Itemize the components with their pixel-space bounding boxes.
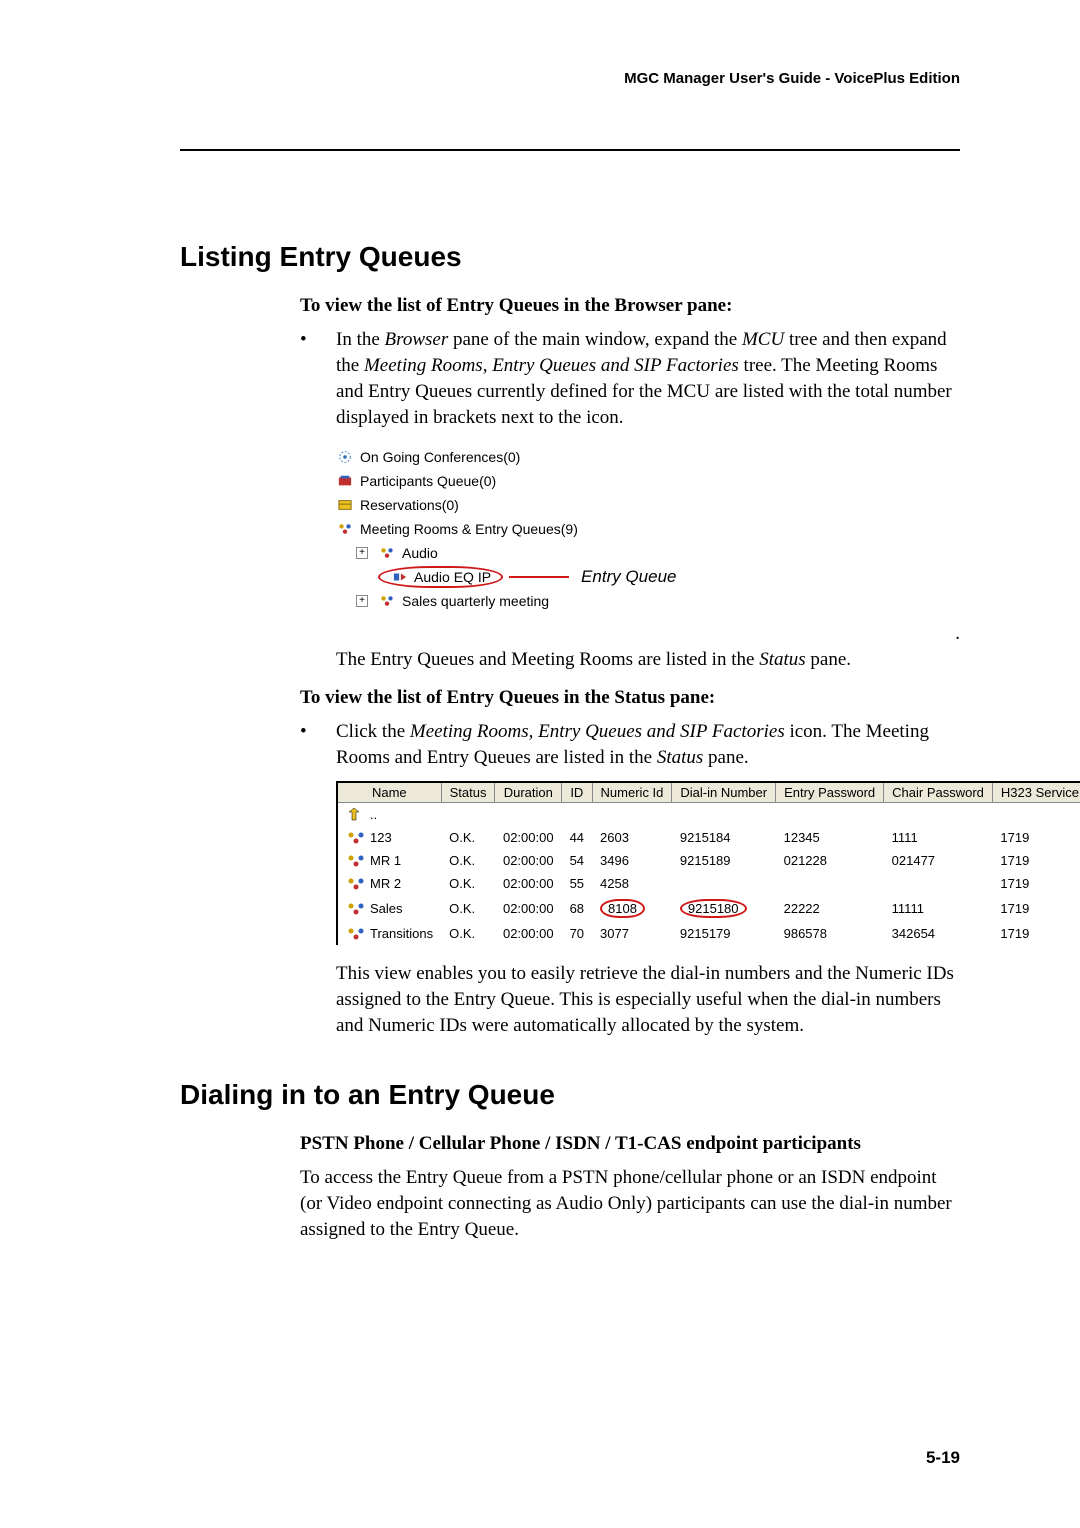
participants-icon [336,473,354,489]
tree-item[interactable]: Sales quarterly meeting [402,593,549,609]
para-after-table: This view enables you to easily retrieve… [336,961,960,1039]
reservations-icon [336,497,354,513]
table-header[interactable]: ID [562,782,592,803]
table-header[interactable]: Name [337,782,441,803]
entry-queue-label: Entry Queue [581,567,676,587]
audio-icon [378,545,396,561]
sub2: To view the list of Entry Queues in the … [300,687,960,709]
tree-item[interactable]: Participants Queue(0) [360,473,496,489]
table-header[interactable]: Status [441,782,495,803]
entry-queue-node[interactable]: Audio EQ IP [378,566,503,588]
table-row[interactable]: TransitionsO.K.02:00:0070307792151799865… [337,922,1080,945]
table-header[interactable]: Numeric Id [592,782,672,803]
header-rule [180,149,960,151]
status-table: NameStatusDurationIDNumeric IdDial-in Nu… [336,781,960,945]
conf-icon [336,449,354,465]
meeting-rooms-icon [336,521,354,537]
expand-icon[interactable]: + [356,595,368,607]
table-header[interactable]: Duration [495,782,562,803]
section2-body: To access the Entry Queue from a PSTN ph… [300,1165,960,1243]
after-tree-text: . The Entry Queues and Meeting Rooms are… [336,621,960,673]
section2-title: Dialing in to an Entry Queue [180,1079,960,1111]
tree-item[interactable]: On Going Conferences(0) [360,449,520,465]
bullet2-text: Click the Meeting Rooms, Entry Queues an… [336,719,960,771]
tree-item[interactable]: Meeting Rooms & Entry Queues(9) [360,521,578,537]
table-row[interactable]: MR 1O.K.02:00:00543496921518902122802147… [337,849,1080,872]
table-header[interactable]: Entry Password [776,782,884,803]
tree-view: On Going Conferences(0) Participants Que… [336,445,960,613]
expand-icon[interactable]: + [356,547,368,559]
callout-line [509,576,569,578]
section2-sub: PSTN Phone / Cellular Phone / ISDN / T1-… [300,1133,960,1155]
section1-title: Listing Entry Queues [180,241,960,273]
sub1: To view the list of Entry Queues in the … [300,295,960,317]
table-header[interactable]: Dial-in Number [672,782,776,803]
table-row[interactable]: 123O.K.02:00:004426039215184123451111171… [337,826,1080,849]
header-text: MGC Manager User's Guide - VoicePlus Edi… [180,70,960,87]
bullet1-text: In the Browser pane of the main window, … [336,327,960,431]
table-row[interactable]: SalesO.K.02:00:0068810892151802222211111… [337,895,1080,922]
bullet-dot: • [300,327,336,431]
page-number: 5-19 [926,1448,960,1468]
table-row[interactable]: .. [337,803,1080,827]
tree-item[interactable]: Reservations(0) [360,497,459,513]
table-header[interactable]: H323 Service Prefix [992,782,1080,803]
table-row[interactable]: MR 2O.K.02:00:005542581719 [337,872,1080,895]
bullet-dot: • [300,719,336,771]
tree-item[interactable]: Audio [402,545,438,561]
table-header[interactable]: Chair Password [884,782,993,803]
meeting-icon [378,593,396,609]
